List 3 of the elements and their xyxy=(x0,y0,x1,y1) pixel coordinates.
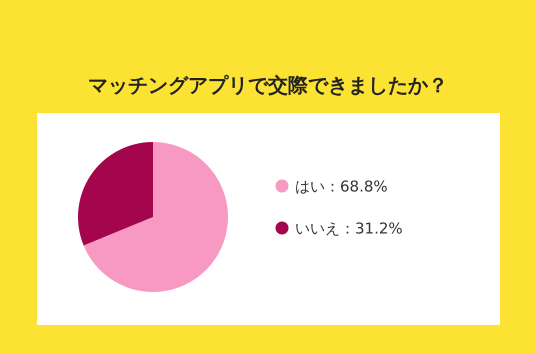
legend-label: はい：68.8% xyxy=(295,178,388,196)
chart-title: マッチングアプリで交際できましたか？ xyxy=(88,73,448,97)
legend-label: いいえ：31.2% xyxy=(295,220,403,238)
